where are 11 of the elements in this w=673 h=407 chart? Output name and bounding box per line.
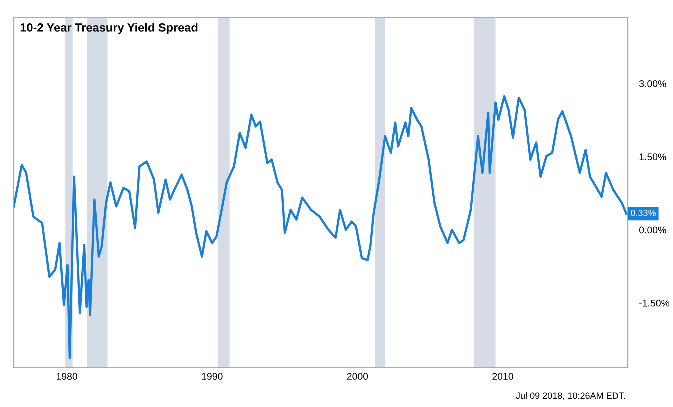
chart-title: 10-2 Year Treasury Yield Spread bbox=[20, 23, 198, 34]
y-tick-label: 0.00% bbox=[639, 226, 666, 234]
y-tick-label: 3.00% bbox=[639, 80, 666, 88]
x-tick-label: 1990 bbox=[202, 373, 223, 380]
annotation: 0.33% bbox=[631, 210, 656, 216]
x-tick-label: 2000 bbox=[347, 373, 368, 380]
text: Jul 09 2018, 10:26AM EDT. bbox=[516, 392, 626, 400]
y-tick-label: 1.50% bbox=[640, 154, 666, 161]
x-tick-label: 2010 bbox=[492, 373, 514, 380]
x-tick-label: 1980 bbox=[56, 373, 78, 380]
y-tick-label: -1.50% bbox=[640, 300, 670, 307]
